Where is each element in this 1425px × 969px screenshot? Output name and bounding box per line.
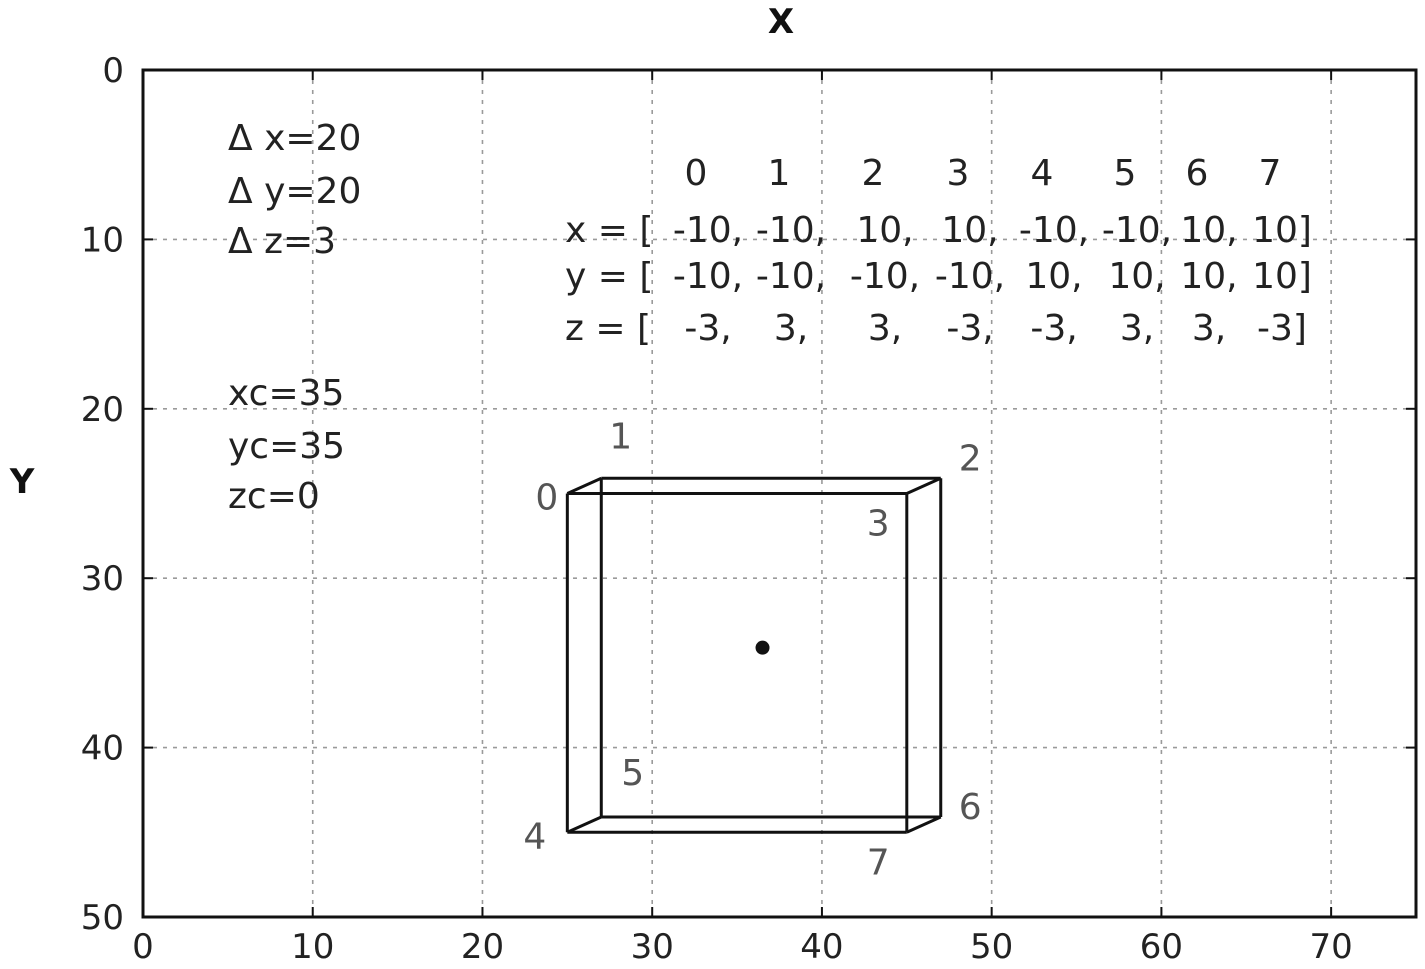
array-value: -3, bbox=[1030, 308, 1077, 349]
array-prefix: x = [ bbox=[565, 210, 653, 251]
index-header-label: 7 bbox=[1259, 153, 1282, 194]
array-value: -10, bbox=[1102, 210, 1172, 251]
array-value: -10, bbox=[1019, 210, 1089, 251]
array-value: 3, bbox=[774, 308, 808, 349]
x-tick-label: 70 bbox=[1310, 927, 1353, 967]
grid bbox=[143, 70, 1416, 917]
array-value: -3] bbox=[1257, 308, 1307, 349]
center-marker bbox=[755, 640, 770, 655]
array-value: 10, bbox=[856, 210, 913, 251]
x-tick-label: 0 bbox=[132, 927, 154, 967]
array-value: 10] bbox=[1252, 256, 1312, 297]
vertex-labels: 0 1 2 3 4 5 6 7 bbox=[523, 416, 981, 883]
param-text: zc=0 bbox=[228, 476, 320, 517]
plot-frame bbox=[141, 68, 1418, 919]
index-header-label: 2 bbox=[862, 153, 885, 194]
x-axis-ticks: 0 10 20 30 40 50 60 70 bbox=[132, 70, 1353, 967]
array-value: -10, bbox=[935, 256, 1005, 297]
index-header-label: 3 bbox=[947, 153, 970, 194]
parameter-annotations: Δ x=20 Δ y=20 Δ z=3 xc=35 yc=35 zc=0 bbox=[228, 118, 361, 517]
y-tick-label: 10 bbox=[81, 220, 124, 260]
array-value: 10] bbox=[1252, 210, 1312, 251]
array-value: -10, bbox=[756, 256, 826, 297]
y-tick-label: 30 bbox=[81, 559, 124, 599]
x-tick-label: 20 bbox=[461, 927, 504, 967]
vertex-label: 0 bbox=[535, 478, 558, 519]
array-value: 10, bbox=[1108, 256, 1165, 297]
param-text: yc=35 bbox=[228, 426, 345, 467]
vertex-label: 5 bbox=[621, 753, 644, 794]
param-text: Δ x=20 bbox=[228, 118, 361, 159]
param-text: Δ z=3 bbox=[228, 221, 336, 262]
box-edge bbox=[906, 476, 942, 495]
vertex-label: 1 bbox=[609, 416, 632, 457]
x-tick-label: 50 bbox=[970, 927, 1013, 967]
box-edge bbox=[906, 815, 942, 834]
x-tick-label: 40 bbox=[800, 927, 843, 967]
index-header-label: 6 bbox=[1186, 153, 1209, 194]
array-value: 10, bbox=[1180, 256, 1237, 297]
y-tick-label: 50 bbox=[81, 898, 124, 938]
x-tick-label: 30 bbox=[631, 927, 674, 967]
x-tick-label: 60 bbox=[1140, 927, 1183, 967]
index-header-label: 5 bbox=[1114, 153, 1137, 194]
index-header-label: 4 bbox=[1031, 153, 1054, 194]
index-header-label: 1 bbox=[768, 153, 791, 194]
vertex-label: 6 bbox=[959, 787, 982, 828]
box-edge bbox=[566, 815, 602, 834]
vertex-label: 4 bbox=[523, 816, 546, 857]
array-value: 3, bbox=[1120, 308, 1154, 349]
param-text: xc=35 bbox=[228, 373, 344, 414]
box-edges bbox=[565, 476, 943, 834]
array-value: 10, bbox=[1180, 210, 1237, 251]
y-tick-label: 20 bbox=[81, 390, 124, 430]
array-prefix: z = [ bbox=[565, 308, 651, 349]
array-value: -10, bbox=[673, 256, 743, 297]
vertex-label: 7 bbox=[867, 842, 890, 883]
array-value: 3, bbox=[868, 308, 902, 349]
array-value: 10, bbox=[941, 210, 998, 251]
array-value: 3, bbox=[1192, 308, 1226, 349]
array-value: -10, bbox=[756, 210, 826, 251]
array-value: -10, bbox=[673, 210, 743, 251]
array-value: -3, bbox=[946, 308, 993, 349]
box-edge bbox=[566, 476, 602, 495]
array-prefix: y = [ bbox=[565, 256, 653, 297]
index-header-label: 0 bbox=[685, 153, 708, 194]
center-point bbox=[755, 640, 770, 655]
x-axis-title: X bbox=[768, 2, 794, 42]
param-text: Δ y=20 bbox=[228, 171, 361, 212]
y-tick-label: 0 bbox=[102, 51, 124, 91]
vertex-label: 3 bbox=[867, 504, 890, 545]
array-value: 10, bbox=[1025, 256, 1082, 297]
y-tick-label: 40 bbox=[81, 729, 124, 769]
y-axis-title: Y bbox=[9, 462, 35, 502]
array-annotations: 0 1 2 3 4 5 6 7x = [-10, -10, 10, 10, -10, -10, 10, 10… bbox=[565, 153, 1312, 349]
array-value: -3, bbox=[684, 308, 731, 349]
x-tick-label: 10 bbox=[291, 927, 334, 967]
vertex-label: 2 bbox=[959, 438, 982, 479]
array-value: -10, bbox=[850, 256, 920, 297]
